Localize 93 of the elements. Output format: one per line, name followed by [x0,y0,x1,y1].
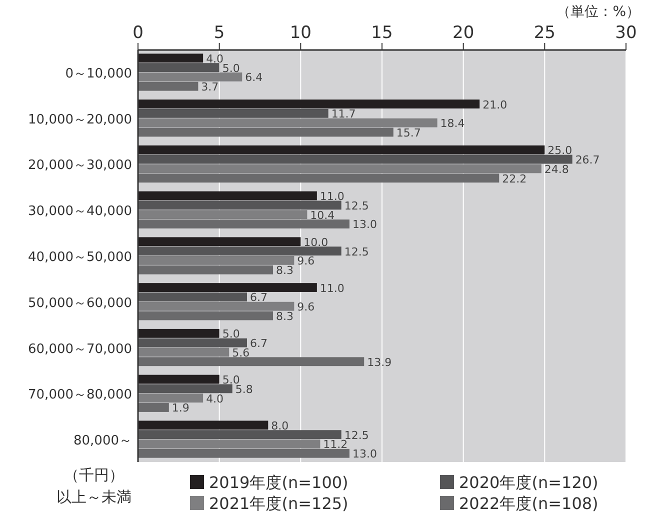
data-label: 25.0 [548,144,572,158]
data-label: 10.4 [310,208,335,222]
bar [138,338,247,348]
text: （単位：%） [556,4,640,20]
bar [138,164,542,174]
bar [138,256,294,265]
y-tick-label: 0～10,000 [65,66,132,82]
data-label: 21.0 [482,98,508,112]
data-label: 11.2 [323,438,348,452]
bar [138,128,394,137]
bar [138,237,301,246]
bar [138,220,350,228]
y-tick-label: 30,000～40,000 [28,204,132,220]
data-label: 6.7 [250,291,268,304]
bar [138,448,350,458]
x-tick-label: 20 [452,23,474,43]
x-tick-label: 10 [290,23,312,43]
y-tick-label: 20,000～30,000 [28,158,132,174]
data-label: 12.5 [344,199,369,212]
data-label: 5.6 [232,346,250,360]
data-label: 9.6 [297,254,315,268]
data-label: 11.0 [320,190,344,204]
bar [138,384,232,394]
data-label: 10.0 [304,236,328,249]
bar [138,100,480,108]
bar [138,311,274,320]
data-label: 6.4 [245,71,263,84]
legend-label: 2020年度(n=120) [459,473,598,492]
data-label: 5.8 [235,382,253,396]
bar [138,394,204,403]
data-label: 8.0 [271,419,289,432]
data-label: 5.0 [222,62,240,75]
data-label: 13.0 [352,218,377,232]
bar [138,357,364,366]
bar [138,265,274,274]
data-label: 13.0 [352,448,377,461]
data-label: 13.9 [367,356,392,369]
x-tick-label: 30 [615,23,637,43]
bar [138,302,294,311]
text: 以上～未満 [56,488,132,506]
legend-label: 2019年度(n=100) [209,473,348,492]
y-tick-label: 10,000～20,000 [28,112,132,128]
data-label: 9.6 [297,300,315,314]
bar [138,403,169,412]
data-label: 18.4 [440,117,465,130]
bar [138,174,500,183]
bar [138,374,220,384]
data-label: 4.0 [206,392,224,406]
bar [138,154,572,164]
y-tick-label: 70,000～80,000 [28,388,132,403]
legend-label: 2021年度(n=125) [209,494,348,513]
data-label: 24.8 [544,162,569,176]
bar [138,72,242,82]
bar [138,292,247,302]
y-tick-label: 80,000～ [74,434,132,449]
data-label: 8.3 [276,310,294,323]
data-label: 1.9 [172,402,190,415]
data-label: 3.7 [201,80,219,94]
data-label: 11.7 [331,108,356,121]
bar [138,63,220,72]
data-label: 11.0 [320,282,344,295]
y-tick-label: 40,000～50,000 [28,250,132,265]
bar [138,145,545,154]
bar [138,430,342,440]
data-label: 8.3 [276,264,294,278]
legend-label: 2022年度(n=108) [459,494,598,513]
data-label: 12.5 [344,245,369,258]
data-label: 6.7 [250,337,268,350]
y-tick-label: 60,000～70,000 [28,342,132,357]
bar [138,54,204,63]
data-label: 26.7 [575,154,600,167]
text: （千円） [64,466,124,484]
bar [138,210,308,220]
x-tick-label: 5 [214,23,225,43]
y-tick-label: 50,000～60,000 [28,296,132,311]
bar [138,108,328,118]
x-tick-label: 15 [371,23,393,43]
x-tick-label: 25 [534,23,556,43]
data-label: 15.7 [396,126,421,140]
bar [138,348,230,357]
bar [138,283,317,292]
data-label: 5.0 [222,328,240,341]
bar [138,440,320,448]
bar [138,118,438,128]
bar [138,82,198,91]
bar [138,246,342,256]
bar [138,420,268,430]
bar [138,328,220,338]
bar [138,200,342,210]
data-label: 22.2 [502,172,527,186]
x-tick-label: 0 [132,23,144,43]
bar [138,191,317,200]
data-label: 4.0 [206,52,224,66]
